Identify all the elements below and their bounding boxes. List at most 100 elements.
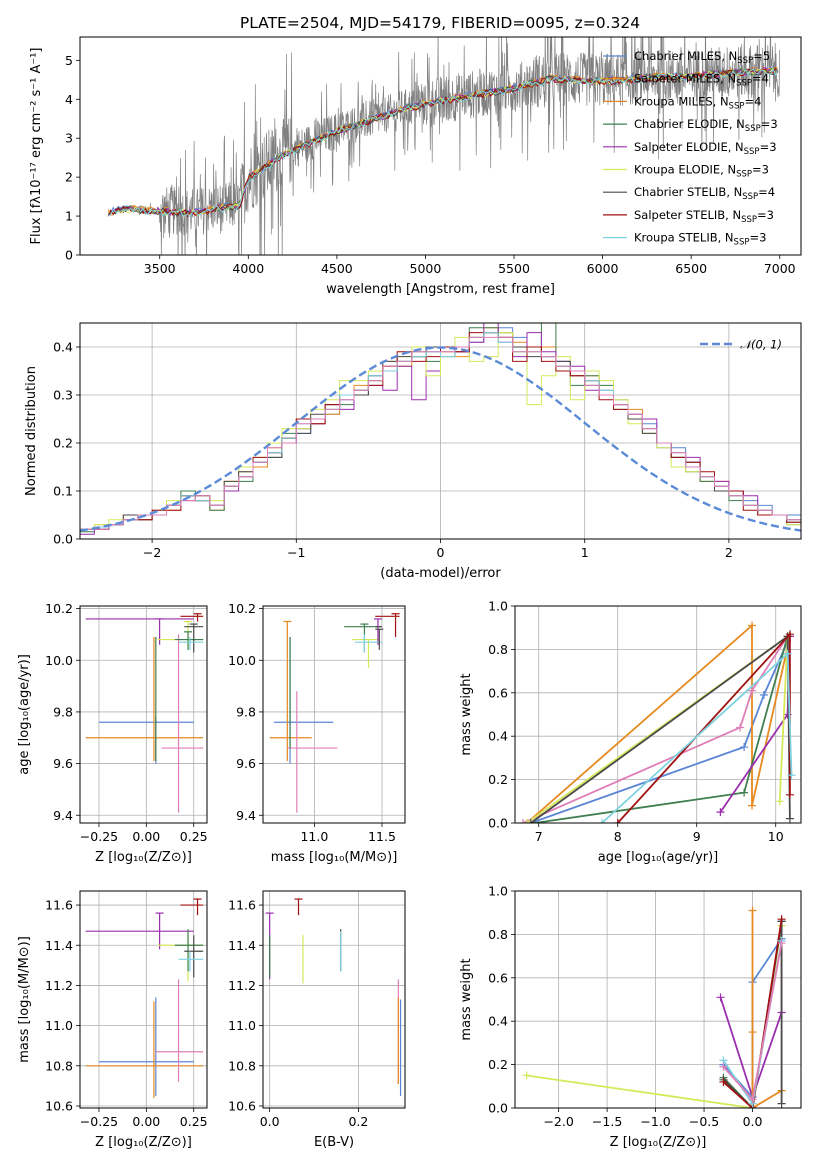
weight-marker — [777, 915, 786, 924]
spectrum-axes-xtick-label: 5500 — [498, 261, 530, 276]
legend-subscript: SSP — [729, 101, 745, 111]
spectrum-axes-ytick-label: 4 — [65, 92, 73, 107]
weight-marker — [518, 819, 527, 823]
residuals-axes-ytick-label: 0.3 — [53, 388, 73, 403]
mass_vs_Z-axes-ytick-label: 11.2 — [45, 978, 73, 993]
mass_vs_EBV-axes-frame — [262, 890, 406, 1109]
weight-marker — [526, 819, 535, 823]
legend-entry: Chabrier ELODIE, NSSP=3 — [634, 117, 778, 134]
weight_vs_Z-axes-frame — [514, 890, 802, 1109]
residuals-axes-xtick-label: 0 — [437, 545, 445, 560]
residuals-axes-ytick-label: 0.2 — [53, 436, 73, 451]
residuals-axes-plot — [80, 323, 801, 535]
weight-marker — [740, 743, 749, 752]
weight-marker — [522, 819, 531, 823]
weight-marker — [785, 630, 794, 639]
mass_vs_EBV-axes-ytick-label: 11.0 — [228, 1018, 256, 1033]
legend-subscript: SSP — [744, 147, 760, 157]
x-axis-label: (data-model)/error — [380, 566, 501, 581]
mass_vs_EBV-axes-ytick-label: 11.4 — [228, 938, 256, 953]
legend-value: =4 — [744, 94, 761, 108]
residuals-axes-ytick-label: 0.1 — [53, 484, 73, 499]
spectrum-axes-xtick-label: 4000 — [232, 261, 264, 276]
age_vs_Z-axes-ytick-label: 10.0 — [45, 653, 73, 668]
age_vs_mass-axes-xtick-label: 11.0 — [300, 829, 328, 844]
weight-series — [617, 631, 791, 823]
weight-marker — [777, 939, 786, 948]
weight_vs_Z-axes-xtick-label: 0.0 — [743, 1114, 763, 1129]
weight-marker — [785, 814, 794, 823]
weight_vs_Z-axes-xtick-label: −2.0 — [543, 1114, 573, 1129]
legend-entry: Salpeter ELODIE, NSSP=3 — [634, 140, 777, 157]
residuals-axes-xtick-label: −2 — [143, 545, 161, 560]
spectrum-axes-frame — [79, 36, 802, 256]
weight-marker — [613, 819, 622, 823]
weight_vs_Z-axes-ytick-label: 0.0 — [488, 1101, 508, 1116]
weight-marker — [748, 801, 757, 810]
weight-marker — [787, 771, 796, 780]
weight-marker — [716, 993, 725, 1002]
spectrum-axes-ytick-label: 5 — [65, 53, 73, 68]
y-axis-label: mass weight — [459, 673, 474, 755]
legend-value: =3 — [761, 117, 778, 131]
weight_vs_age-axes-ytick-label: 0.8 — [488, 642, 508, 657]
legend-value: =4 — [758, 185, 775, 199]
legend-text: Salpeter STELIB, N — [634, 208, 741, 222]
weight_vs_Z-axes-xtick-label: −0.5 — [689, 1114, 719, 1129]
y-axis-label: Normed distribution — [24, 366, 39, 496]
weight_vs_Z-axes-ytick-label: 0.8 — [488, 927, 508, 942]
spectrum-axes-xtick-label: 4500 — [321, 261, 353, 276]
weight_vs_Z-axes-ytick-label: 1.0 — [488, 884, 508, 899]
age_vs_mass-axes-ytick-label: 9.6 — [236, 756, 256, 771]
legend-entry: Kroupa STELIB, NSSP=3 — [634, 231, 766, 248]
mass_vs_Z-axes-ytick-label: 11.6 — [45, 898, 73, 913]
legend-value: =5 — [753, 49, 770, 63]
weight_vs_Z-axes-ytick-label: 0.2 — [488, 1057, 508, 1072]
weight-series — [530, 636, 791, 823]
residuals-axes-frame — [79, 322, 802, 540]
age_vs_Z-axes-ytick-label: 9.8 — [53, 704, 73, 719]
age_vs_Z-axes-ytick-label: 9.6 — [53, 756, 73, 771]
mass_vs_EBV-axes-ytick-label: 11.2 — [228, 978, 256, 993]
mass_vs_Z-axes-xtick-label: −0.25 — [80, 1114, 118, 1129]
age_vs_Z-axes-ytick-label: 9.4 — [53, 808, 73, 823]
mass_vs_Z-axes-xtick-label: 0.00 — [132, 1114, 160, 1129]
weight-marker — [748, 1095, 757, 1104]
legend-text: Kroupa MILES, N — [634, 94, 729, 108]
weight_vs_age-axes-ytick-label: 0.0 — [488, 816, 508, 831]
residuals-axes-xtick-label: 2 — [725, 545, 733, 560]
age_vs_Z-axes-plot — [85, 613, 204, 813]
legend-text: Chabrier STELIB, N — [634, 185, 742, 199]
mass_vs_EBV-axes-ytick-label: 10.8 — [228, 1058, 256, 1073]
mass_vs_Z-axes-ytick-label: 10.6 — [45, 1098, 73, 1113]
x-axis-label: Z [log₁₀(Z/Z⊙)] — [610, 1135, 707, 1150]
weight-marker — [748, 686, 757, 695]
spectrum-axes-xtick-label: 7000 — [764, 261, 796, 276]
legend-value: =4 — [752, 72, 769, 86]
weight-series — [526, 925, 783, 1108]
age_vs_Z-axes-xtick-label: −0.25 — [80, 829, 118, 844]
y-axis-label: age [log₁₀(age/yr)] — [17, 654, 32, 775]
residuals-axes-xtick-label: −1 — [287, 545, 305, 560]
weight_vs_age-axes-xtick-label: 9 — [693, 829, 701, 844]
spectrum-axes-ytick-label: 0 — [65, 248, 73, 263]
x-axis-label: wavelength [Angstrom, rest frame] — [326, 282, 555, 297]
weight-marker — [748, 621, 757, 630]
spectrum-axes-ytick-label: 3 — [65, 131, 73, 146]
spectrum-axes-xtick-label: 6500 — [675, 261, 707, 276]
legend-subscript: SSP — [734, 238, 750, 248]
residuals-axes-xtick-label: 1 — [581, 545, 589, 560]
legend-text: Kroupa STELIB, N — [634, 231, 734, 245]
age_vs_mass-axes-ytick-label: 9.8 — [236, 704, 256, 719]
weight-marker — [748, 906, 757, 915]
weight-marker — [716, 808, 725, 817]
y-axis-label: mass [log₁₀(M/M⊙)] — [17, 936, 32, 1063]
legend-subscript: SSP — [737, 56, 753, 66]
spectrum-axes: 3500 4000 4500 5000 5500 6000 6500 7000 0 1 2 3 4 5 wa… — [29, 36, 802, 297]
legend-text: Kroupa ELODIE, N — [634, 163, 736, 177]
mass_vs_Z-axes-frame — [79, 890, 208, 1109]
age_vs_Z-axes-frame — [79, 605, 208, 824]
legend-subscript: SSP — [742, 192, 758, 202]
histogram-series — [80, 336, 801, 530]
x-axis-label: E(B-V) — [314, 1135, 354, 1150]
